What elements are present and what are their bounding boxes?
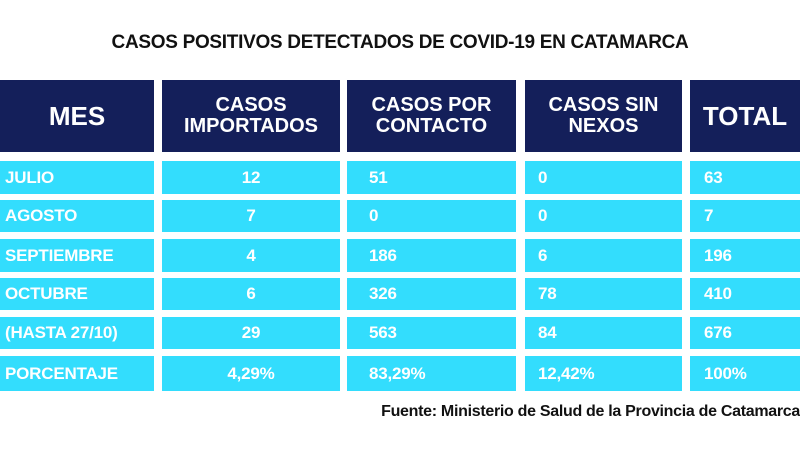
cell-casos-por-contacto: 186 <box>347 239 516 272</box>
header-casos-importados: CASOS IMPORTADOS <box>162 80 340 152</box>
cell-mes: AGOSTO <box>0 200 154 232</box>
table-title: CASOS POSITIVOS DETECTADOS DE COVID-19 E… <box>111 32 689 53</box>
cell-casos-por-contacto: 0 <box>347 200 516 232</box>
cell-total: 676 <box>690 317 800 349</box>
cell-casos-importados: 4 <box>162 239 340 272</box>
cell-casos-sin-nexos: 6 <box>525 239 682 272</box>
header-total: TOTAL <box>690 80 800 152</box>
cell-casos-importados: 4,29% <box>162 356 340 391</box>
cell-total: 63 <box>690 161 800 194</box>
cell-mes: (HASTA 27/10) <box>0 317 154 349</box>
cell-casos-importados: 7 <box>162 200 340 232</box>
cell-casos-sin-nexos: 84 <box>525 317 682 349</box>
cell-casos-por-contacto: 326 <box>347 278 516 310</box>
cell-casos-importados: 29 <box>162 317 340 349</box>
cell-casos-sin-nexos: 0 <box>525 200 682 232</box>
cell-casos-importados: 6 <box>162 278 340 310</box>
cell-casos-sin-nexos: 12,42% <box>525 356 682 391</box>
cell-total: 196 <box>690 239 800 272</box>
cell-casos-por-contacto: 51 <box>347 161 516 194</box>
source-note: Fuente: Ministerio de Salud de la Provin… <box>381 403 800 420</box>
cell-total: 7 <box>690 200 800 232</box>
header-casos-por-contacto: CASOS POR CONTACTO <box>347 80 516 152</box>
cell-mes: OCTUBRE <box>0 278 154 310</box>
cell-mes: PORCENTAJE <box>0 356 154 391</box>
cell-casos-por-contacto: 83,29% <box>347 356 516 391</box>
cell-mes: SEPTIEMBRE <box>0 239 154 272</box>
cell-casos-sin-nexos: 78 <box>525 278 682 310</box>
cell-total: 410 <box>690 278 800 310</box>
header-mes: MES <box>0 80 154 152</box>
header-casos-sin-nexos: CASOS SIN NEXOS <box>525 80 682 152</box>
cell-casos-importados: 12 <box>162 161 340 194</box>
cell-casos-por-contacto: 563 <box>347 317 516 349</box>
cell-mes: JULIO <box>0 161 154 194</box>
cell-casos-sin-nexos: 0 <box>525 161 682 194</box>
cell-total: 100% <box>690 356 800 391</box>
